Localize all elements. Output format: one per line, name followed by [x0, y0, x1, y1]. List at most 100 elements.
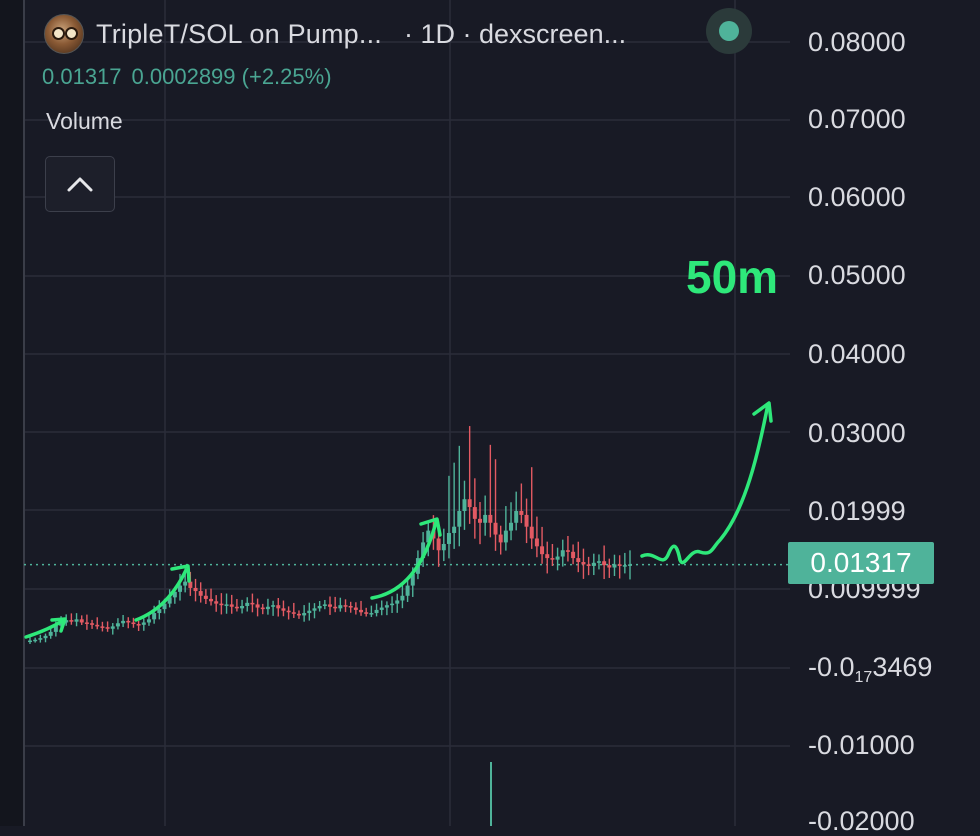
- candle-body: [90, 623, 95, 625]
- candle-body: [364, 612, 369, 614]
- arrow-2: [134, 568, 188, 622]
- candle-body: [446, 532, 451, 544]
- candle-body: [607, 565, 612, 568]
- candle-body: [291, 612, 296, 614]
- y-tick-label: 0.06000: [808, 182, 906, 212]
- candle-body: [255, 604, 260, 608]
- candle-body: [64, 620, 69, 623]
- candle-body: [115, 623, 120, 627]
- candle-body: [229, 604, 234, 607]
- y-tick-rest: 3469: [872, 652, 933, 682]
- candle-body: [59, 622, 64, 626]
- candle-body: [545, 554, 550, 559]
- candle-body: [488, 514, 493, 523]
- candle-body: [395, 600, 400, 604]
- arrow-3-head: [419, 517, 442, 537]
- candle-body: [38, 638, 43, 640]
- candle-body: [353, 607, 358, 610]
- y-tick-label: 0.03000: [808, 418, 906, 448]
- candle-body: [307, 610, 312, 614]
- candle-body: [234, 606, 239, 609]
- candle-body: [390, 603, 395, 606]
- candle-body: [328, 604, 332, 607]
- candle-body: [43, 635, 48, 639]
- collapse-volume-button[interactable]: [45, 156, 115, 212]
- candle-body: [312, 608, 317, 611]
- candle-body: [493, 522, 498, 535]
- candle-body: [410, 573, 415, 586]
- candle-body: [178, 585, 182, 592]
- chevron-up-icon: [67, 177, 93, 192]
- candle-body: [374, 609, 379, 614]
- candle-body: [183, 581, 188, 586]
- status-indicator[interactable]: [706, 8, 752, 54]
- candle-body: [188, 581, 193, 588]
- candle-body: [131, 622, 136, 625]
- candle-body: [333, 606, 338, 609]
- candle-body: [472, 507, 477, 519]
- candle-body: [203, 595, 208, 599]
- candle-body: [591, 562, 596, 566]
- candle-body: [467, 499, 472, 508]
- candle-body: [214, 601, 219, 604]
- price-change: 0.0002899 (+2.25%): [131, 64, 332, 89]
- candle-body: [514, 511, 519, 523]
- y-tick-label-subscript: -0.0173469: [808, 654, 932, 686]
- last-price: 0.01317: [42, 64, 122, 89]
- candle-body: [400, 595, 405, 601]
- y-tick-main: -0.0: [808, 652, 855, 682]
- candle-body: [483, 514, 488, 523]
- candle-body: [74, 619, 79, 622]
- y-tick-label: -0.01000: [808, 730, 915, 760]
- candle-body: [534, 538, 539, 547]
- candle-body: [586, 564, 591, 566]
- candle-body: [172, 591, 177, 598]
- candle-body: [421, 542, 426, 559]
- pair-title[interactable]: TripleT/SOL on Pump...: [96, 18, 383, 49]
- candle-body: [250, 602, 255, 605]
- y-tick-label: -0.02000: [808, 806, 915, 836]
- interval-source[interactable]: · 1D · dexscreen...: [404, 18, 627, 49]
- candle-body: [338, 605, 343, 609]
- candle-body: [426, 530, 431, 543]
- price-line: 0.01317 0.0002899 (+2.25%): [42, 64, 332, 90]
- token-avatar: [44, 14, 84, 54]
- candle-body: [348, 605, 353, 608]
- candle-body: [126, 620, 131, 623]
- candle-body: [198, 591, 203, 596]
- candle-body: [79, 619, 84, 623]
- y-tick-label: 0.01999: [808, 496, 906, 526]
- current-price-badge: 0.01317: [788, 542, 934, 584]
- annotation-50m: 50m: [686, 251, 779, 303]
- arrow-1-head: [50, 617, 67, 633]
- candle-body: [379, 607, 384, 610]
- candle-body: [576, 558, 581, 563]
- candle-body: [441, 543, 446, 551]
- y-tick-label: 0.04000: [808, 339, 906, 369]
- candle-body: [162, 603, 167, 610]
- candle-body: [503, 530, 508, 543]
- candle-body: [405, 585, 410, 596]
- candle-body: [571, 551, 576, 559]
- arrow-projection: [640, 402, 770, 565]
- candle-body: [622, 565, 627, 567]
- candle-body: [478, 518, 482, 523]
- candle-body: [281, 608, 286, 611]
- candle-body: [121, 620, 126, 624]
- candle-body: [136, 624, 141, 626]
- candle-body: [560, 550, 565, 557]
- candle-body: [617, 564, 622, 566]
- candle-body: [219, 603, 224, 606]
- candle-body: [224, 604, 229, 606]
- left-edge: [0, 0, 24, 826]
- candle-body: [265, 606, 270, 610]
- volume-label: Volume: [46, 108, 123, 134]
- candle-body: [384, 605, 389, 608]
- arrow-3: [370, 520, 438, 600]
- candle-body: [28, 640, 32, 643]
- candle-body: [540, 546, 545, 555]
- candle-body: [271, 605, 276, 607]
- candle-body: [286, 610, 291, 613]
- arrow-2-head: [170, 564, 191, 583]
